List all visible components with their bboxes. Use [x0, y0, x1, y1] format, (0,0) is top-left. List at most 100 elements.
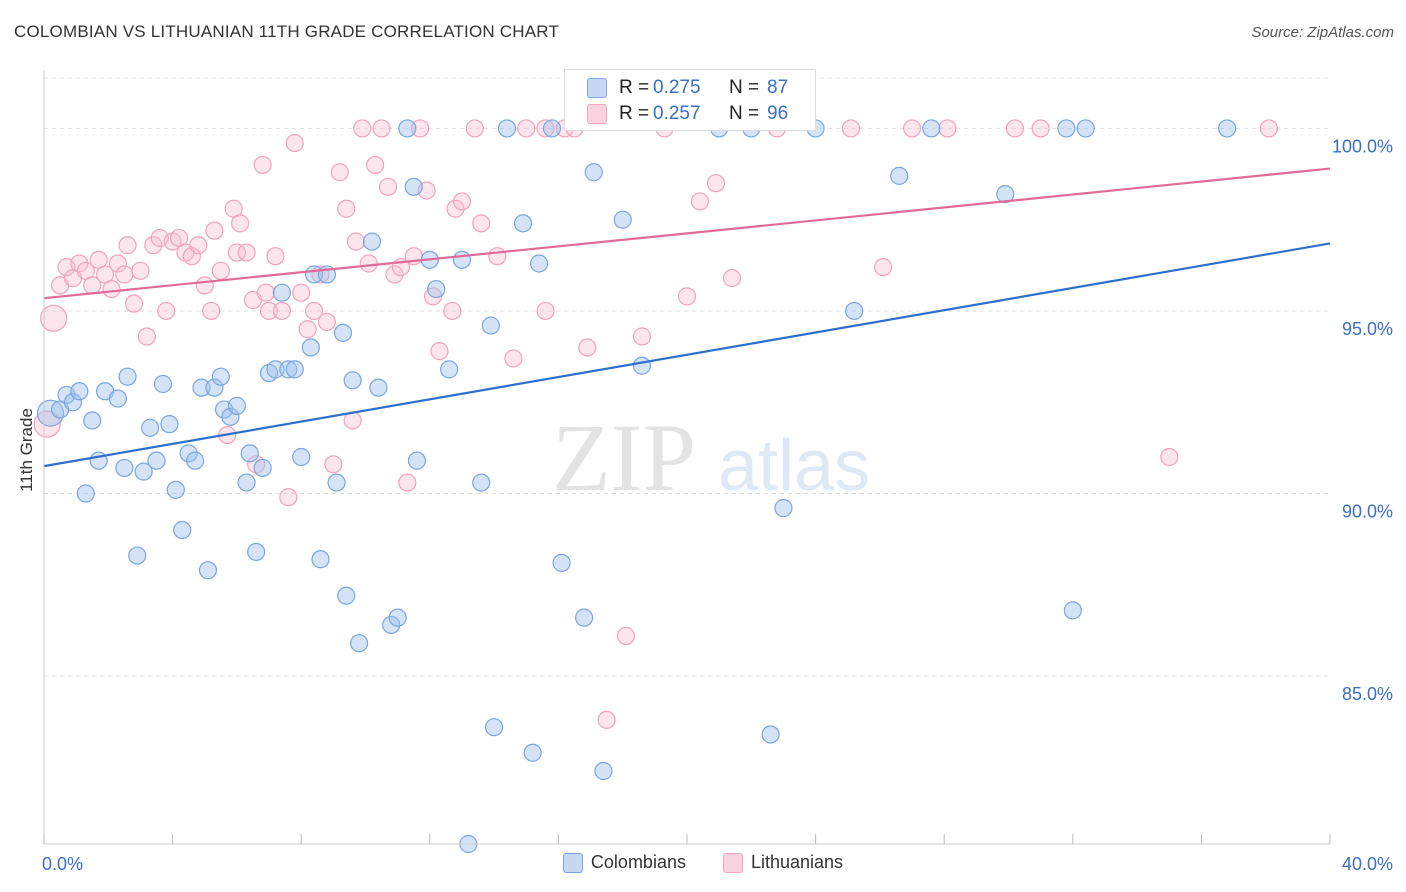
colombians-point: [890, 166, 909, 185]
lithuanians-point: [102, 279, 121, 299]
colombians-point: [404, 177, 423, 196]
colombians-point: [1218, 119, 1237, 138]
colombians-point: [173, 520, 192, 540]
colombians-point: [140, 418, 160, 437]
colombians-point: [349, 634, 369, 653]
lithuanians-point: [938, 119, 957, 138]
lithuanians-point: [137, 327, 156, 346]
lithuanians-point: [40, 304, 68, 332]
colombians-point: [134, 462, 153, 481]
lithuanians-point: [272, 301, 292, 321]
lithuanians-point: [279, 488, 298, 507]
lithuanians-point: [874, 258, 893, 277]
x-tick-label-max: 40.0%: [1342, 854, 1393, 874]
colombians-point: [439, 360, 459, 379]
lithuanians-point: [118, 236, 137, 255]
lithuanians-point: [337, 199, 356, 218]
lithuanians-point: [317, 312, 337, 332]
colombians-point: [153, 374, 173, 394]
watermark-zip: ZIP: [552, 404, 696, 511]
colombians-point: [198, 561, 218, 580]
colombians-point: [327, 473, 346, 492]
n-label: N =: [729, 103, 760, 124]
y-tick-label: 95.0%: [1342, 319, 1393, 339]
colombians-point: [1057, 119, 1076, 138]
lithuanians-point: [211, 261, 230, 280]
lithuanians-point: [578, 338, 597, 357]
chart-title: COLOMBIAN VS LITHUANIAN 11TH GRADE CORRE…: [14, 22, 560, 41]
lithuanians-point: [430, 342, 449, 361]
watermark-atlas: atlas: [718, 426, 870, 506]
colombians-point: [530, 254, 549, 273]
lithuanians-point: [182, 247, 201, 266]
colombians-trend-line: [43, 242, 1331, 468]
lithuanians-point: [253, 155, 272, 175]
lithuanians-point: [292, 283, 311, 302]
y-tick-label: 90.0%: [1342, 502, 1393, 522]
colombians-point: [452, 250, 472, 269]
legend-item-lithuanians: Lithuanians: [722, 852, 843, 873]
lithuanians-point: [677, 287, 697, 306]
y-axis-label: 11th Grade: [17, 408, 36, 492]
colombians-point: [279, 360, 298, 379]
lithuanians-point: [70, 254, 89, 273]
lithuanians-point: [227, 243, 246, 262]
series-legend: Colombians Lithuanians: [0, 852, 1406, 878]
colombians-point: [179, 444, 198, 463]
legend-row-lithuanians: R = 0.257 N = 96: [587, 101, 788, 127]
lithuanians-point: [359, 254, 378, 273]
lithuanians-point: [597, 710, 616, 729]
lithuanians-point: [285, 133, 304, 153]
colombians-point: [761, 725, 780, 744]
lithuanians-point: [722, 269, 742, 288]
lithuanians-point: [385, 265, 404, 284]
lithuanians-point: [536, 119, 555, 138]
r-label: R =: [619, 103, 650, 124]
source-label: Source: ZipAtlas.com: [1251, 24, 1394, 41]
colombians-point: [472, 473, 491, 492]
colombians-point: [118, 367, 137, 386]
lithuanians-point: [304, 301, 324, 321]
colombians-point: [70, 382, 89, 401]
colombians-point: [253, 458, 272, 478]
lithuanians-point: [353, 119, 372, 138]
colombians-point: [237, 473, 256, 492]
colombians-point: [1076, 119, 1095, 138]
x-tick-label-min: 0.0%: [42, 854, 83, 874]
lithuanians-point: [841, 119, 861, 138]
lithuanians-point: [472, 214, 491, 233]
lithuanians-point: [411, 119, 430, 138]
r-label: R =: [619, 77, 650, 98]
lithuanians-point: [33, 410, 61, 438]
lithuanians-point: [1160, 447, 1179, 467]
lithuanians-legend-swatch: [722, 852, 743, 873]
lithuanians-point: [446, 199, 465, 218]
colombians-point: [266, 360, 285, 379]
lithuanians-point: [124, 294, 144, 313]
r-value: 0.257: [653, 103, 701, 124]
colombians-point: [594, 761, 613, 781]
colombians-point: [186, 451, 205, 470]
lithuanians-point: [1031, 119, 1050, 138]
colombians-point: [247, 542, 266, 562]
colombians-point: [63, 393, 83, 412]
lithuanians-point: [504, 349, 523, 368]
colombians-point: [575, 608, 594, 627]
colombians-point: [128, 546, 147, 565]
colombians-point: [227, 396, 246, 415]
lithuanians-point: [231, 214, 250, 233]
colombians-point: [382, 615, 401, 635]
n-value: 87: [767, 77, 789, 98]
colombians-point: [774, 499, 793, 518]
r-value: 0.275: [653, 77, 701, 98]
n-label: N =: [729, 77, 760, 98]
colombians-point: [552, 553, 571, 572]
gridlines: [44, 77, 1330, 677]
y-tick-label: 85.0%: [1342, 684, 1393, 704]
colombians-point: [311, 550, 330, 569]
lithuanians-point: [324, 455, 343, 474]
colombians-swatch: [587, 78, 607, 98]
lithuanians-point: [266, 247, 285, 266]
colombians-point: [542, 119, 562, 138]
